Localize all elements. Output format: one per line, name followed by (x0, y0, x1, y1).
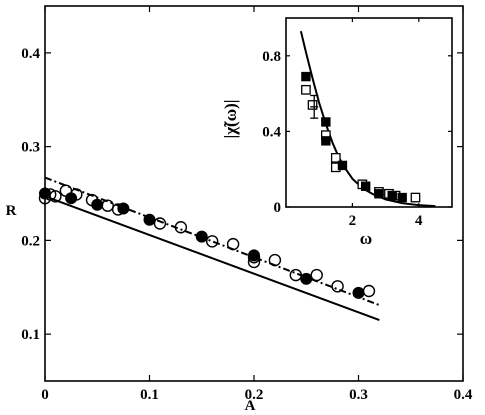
inset-y-tick-label: 0 (274, 200, 282, 216)
inset-filled-square-point (397, 192, 407, 203)
inset-x-tick-label: 2 (349, 213, 357, 229)
inset-filled-square-point (301, 71, 311, 82)
inset-plot-area: 2 4 0 0.4 0.8 (262, 18, 452, 229)
main-x-tick-label: 0.1 (140, 387, 159, 403)
main-open-circle-point (331, 280, 344, 293)
main-plot-area: 0 0.1 0.2 0.3 0.4 0.1 0.2 0.3 0.4 (21, 6, 473, 403)
inset-filled-square-point (387, 190, 397, 201)
inset-open-square-point (307, 100, 318, 110)
inset-filled-square-point (337, 160, 348, 171)
main-filled-circle-point (65, 192, 78, 205)
main-filled-circle-point (39, 187, 51, 200)
inset-open-square-point (330, 153, 341, 163)
main-y-tick-label: 0.2 (21, 233, 40, 249)
inset-filled-square-point (321, 117, 331, 127)
inset-plot-frame (285, 17, 453, 208)
inset-y-tick-label: 0.8 (262, 49, 281, 65)
inset-x-axis-label: ω (360, 229, 372, 248)
inset-y-tick-label: 0.4 (262, 124, 281, 140)
main-y-tick-label: 0.1 (21, 327, 40, 343)
inset-x-tick-label: 4 (415, 213, 423, 229)
main-solid-line (44, 195, 380, 322)
main-x-axis-label: A (245, 398, 256, 414)
main-filled-circle-point (117, 202, 130, 215)
main-open-circle-point (310, 268, 323, 282)
main-y-axis-label: R (6, 203, 17, 219)
main-filled-circle-point (248, 249, 260, 262)
main-open-circle-point (268, 253, 282, 267)
inset-y-axis-label: |χ̃(ω)| (221, 99, 240, 138)
main-filled-circle-point (352, 286, 365, 299)
main-x-tick-label: 0.4 (454, 387, 473, 403)
main-open-circle-point (205, 235, 219, 248)
main-open-circle-point (153, 217, 167, 230)
main-y-tick-label: 0.3 (21, 140, 40, 156)
main-filled-circle-point (195, 230, 208, 243)
main-x-tick-label: 0 (41, 387, 49, 403)
inset-filled-square-point (360, 181, 371, 191)
main-y-tick-label: 0.4 (21, 46, 40, 62)
main-open-circle-point (226, 237, 240, 251)
inset-filled-square-point (321, 136, 331, 146)
inset-open-square-point (410, 192, 421, 203)
main-x-tick-label: 0.2 (245, 387, 264, 403)
main-filled-circle-point (91, 198, 104, 211)
main-filled-circle-point (143, 213, 156, 226)
main-x-tick-label: 0.3 (349, 387, 368, 403)
main-filled-circle-point (300, 272, 313, 285)
main-open-circle-point (174, 221, 188, 234)
inset-open-square-point (301, 84, 311, 95)
main-open-circle-point (289, 268, 302, 282)
inset-filled-square-point (374, 189, 384, 199)
